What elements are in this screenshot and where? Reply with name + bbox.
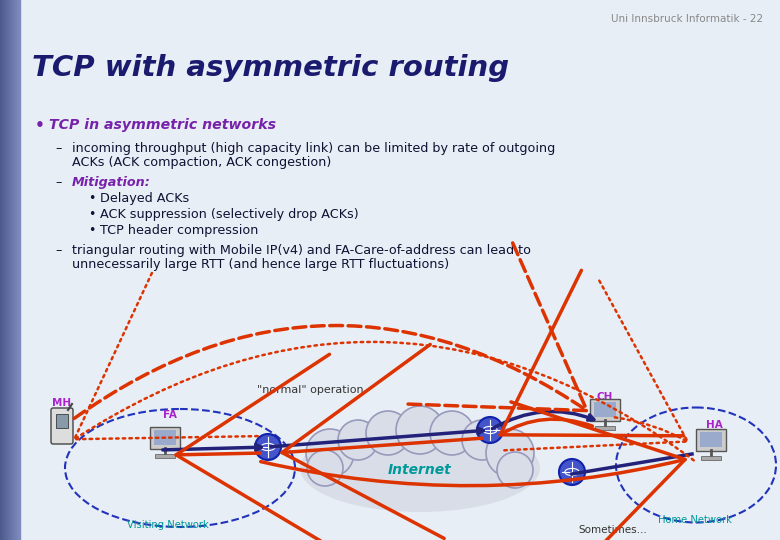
- Bar: [10, 0, 11, 540]
- FancyBboxPatch shape: [701, 456, 721, 460]
- FancyArrowPatch shape: [500, 271, 683, 436]
- Text: CH: CH: [597, 392, 613, 402]
- Text: MH: MH: [52, 398, 72, 408]
- FancyArrowPatch shape: [282, 345, 482, 538]
- Text: incoming throughput (high capacity link) can be limited by rate of outgoing: incoming throughput (high capacity link)…: [72, 142, 555, 155]
- FancyBboxPatch shape: [590, 399, 620, 421]
- Text: Visiting Network: Visiting Network: [127, 520, 209, 530]
- Text: Mitigation:: Mitigation:: [72, 176, 151, 189]
- Bar: [6, 0, 7, 540]
- Bar: [5, 0, 6, 540]
- Bar: [4, 0, 5, 540]
- Bar: [8, 0, 9, 540]
- Text: TCP in asymmetric networks: TCP in asymmetric networks: [49, 118, 276, 132]
- Circle shape: [559, 459, 585, 485]
- Text: TCP with asymmetric routing: TCP with asymmetric routing: [32, 54, 509, 82]
- Text: Internet: Internet: [388, 463, 452, 477]
- Bar: [14, 0, 15, 540]
- FancyBboxPatch shape: [700, 432, 722, 447]
- Text: FA: FA: [163, 410, 177, 420]
- Bar: [13, 0, 14, 540]
- FancyBboxPatch shape: [154, 430, 176, 445]
- FancyArrowPatch shape: [74, 273, 693, 460]
- Circle shape: [307, 450, 343, 486]
- FancyBboxPatch shape: [51, 408, 73, 444]
- Bar: [9, 0, 10, 540]
- Ellipse shape: [300, 424, 540, 512]
- FancyBboxPatch shape: [595, 426, 615, 430]
- Text: HA: HA: [706, 420, 722, 430]
- Text: Home Network: Home Network: [658, 515, 732, 525]
- Text: •: •: [88, 208, 95, 221]
- Circle shape: [366, 411, 410, 455]
- Bar: [17, 0, 18, 540]
- Bar: [16, 0, 17, 540]
- Bar: [18, 0, 19, 540]
- Circle shape: [430, 411, 474, 455]
- FancyBboxPatch shape: [594, 402, 616, 417]
- Text: –: –: [55, 176, 62, 189]
- Circle shape: [338, 420, 378, 460]
- Text: triangular routing with Mobile IP(v4) and FA-Care-of-address can lead to: triangular routing with Mobile IP(v4) an…: [72, 244, 531, 257]
- FancyArrowPatch shape: [74, 243, 587, 418]
- Bar: [11, 0, 12, 540]
- FancyArrowPatch shape: [505, 281, 687, 450]
- FancyBboxPatch shape: [56, 414, 68, 428]
- Circle shape: [462, 420, 502, 460]
- Circle shape: [477, 417, 503, 443]
- Circle shape: [396, 406, 444, 454]
- Text: ACKs (ACK compaction, ACK congestion): ACKs (ACK compaction, ACK congestion): [72, 156, 331, 169]
- Circle shape: [497, 452, 533, 488]
- Text: •: •: [35, 118, 45, 133]
- Bar: [7, 0, 8, 540]
- Text: –: –: [55, 244, 62, 257]
- Circle shape: [306, 429, 354, 477]
- Text: Delayed ACKs: Delayed ACKs: [100, 192, 190, 205]
- Bar: [19, 0, 20, 540]
- Bar: [2, 0, 3, 540]
- FancyArrowPatch shape: [261, 402, 685, 540]
- Bar: [1, 0, 2, 540]
- Bar: [15, 0, 16, 540]
- Text: unnecessarily large RTT (and hence large RTT fluctuations): unnecessarily large RTT (and hence large…: [72, 258, 449, 271]
- Text: Uni Innsbruck Informatik - 22: Uni Innsbruck Informatik - 22: [611, 14, 763, 24]
- Text: "normal" operation: "normal" operation: [257, 385, 363, 395]
- Text: •: •: [88, 192, 95, 205]
- Circle shape: [486, 429, 534, 477]
- Bar: [12, 0, 13, 540]
- Bar: [0, 0, 1, 540]
- FancyBboxPatch shape: [150, 427, 180, 449]
- Circle shape: [255, 434, 281, 460]
- FancyBboxPatch shape: [155, 454, 175, 458]
- FancyBboxPatch shape: [696, 429, 726, 451]
- Text: –: –: [55, 142, 62, 155]
- Text: ACK suppression (selectively drop ACKs): ACK suppression (selectively drop ACKs): [100, 208, 359, 221]
- Text: Sometimes...: Sometimes...: [578, 525, 647, 535]
- Text: •: •: [88, 224, 95, 237]
- Text: TCP header compression: TCP header compression: [100, 224, 258, 237]
- FancyArrowPatch shape: [176, 354, 334, 540]
- Bar: [3, 0, 4, 540]
